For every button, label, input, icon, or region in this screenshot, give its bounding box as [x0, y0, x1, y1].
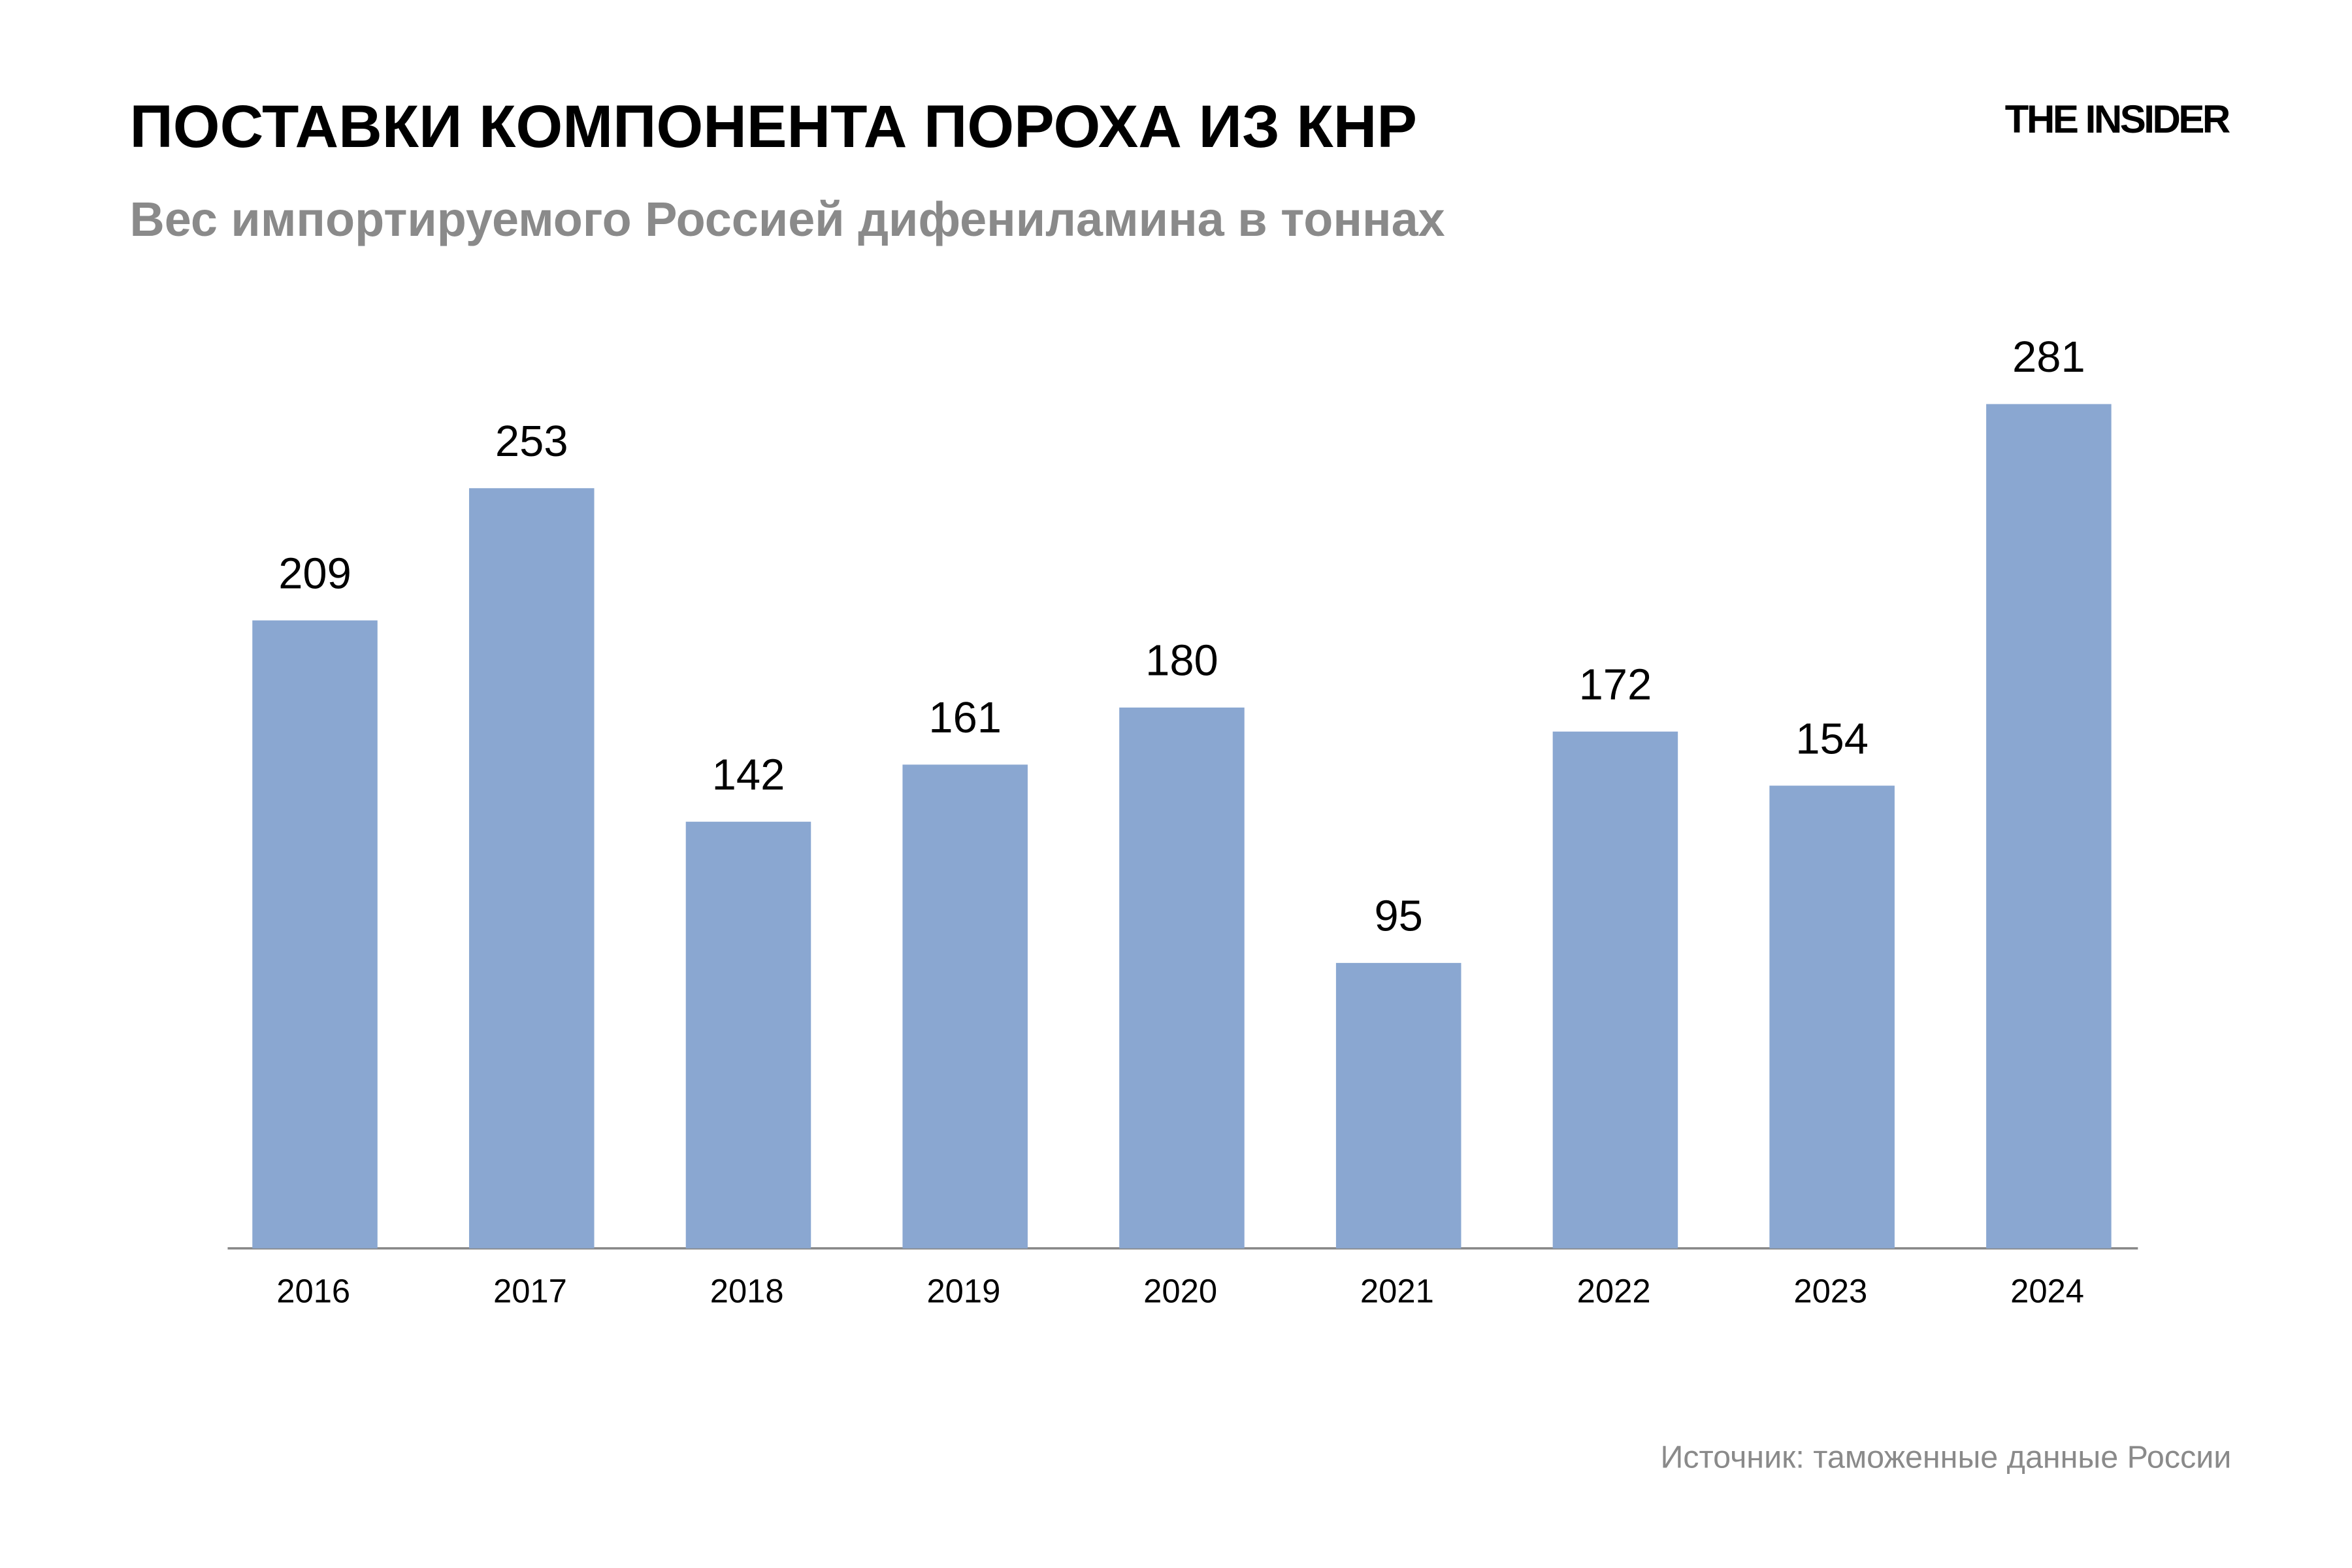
x-tick-label: 2018 — [710, 1272, 784, 1309]
value-label: 142 — [712, 750, 785, 799]
value-label: 154 — [1795, 714, 1869, 763]
x-tick-label: 2022 — [1577, 1272, 1651, 1309]
chart-title: ПОСТАВКИ КОМПОНЕНТА ПОРОХА ИЗ КНР — [129, 92, 1417, 160]
logo: THE INSIDER — [2005, 97, 2230, 141]
value-label: 180 — [1145, 636, 1218, 685]
value-label: 253 — [495, 417, 568, 466]
bar — [468, 488, 595, 1249]
value-label: 281 — [2012, 333, 2085, 382]
x-tick-label: 2021 — [1360, 1272, 1434, 1309]
x-tick-label: 2024 — [2010, 1272, 2084, 1309]
bar — [902, 764, 1028, 1249]
value-label: 172 — [1579, 660, 1652, 709]
chart-subtitle: Вес импортируемого Россией дифениламина … — [129, 192, 1445, 246]
bar — [1986, 404, 2112, 1249]
bar — [1769, 785, 1895, 1249]
x-tick-label: 2016 — [276, 1272, 350, 1309]
bar — [1119, 707, 1245, 1249]
value-label: 209 — [278, 549, 351, 598]
bar — [685, 821, 811, 1249]
source: Источник: таможенные данные России — [1660, 1440, 2231, 1475]
bar — [1552, 731, 1678, 1249]
x-tick-label: 2020 — [1143, 1272, 1217, 1309]
bar — [252, 620, 378, 1249]
bar — [1335, 962, 1462, 1249]
x-tick-label: 2019 — [926, 1272, 1000, 1309]
x-tick-label: 2017 — [493, 1272, 567, 1309]
x-tick-label: 2023 — [1793, 1272, 1867, 1309]
value-label: 161 — [928, 693, 1002, 742]
value-label: 95 — [1374, 892, 1422, 941]
